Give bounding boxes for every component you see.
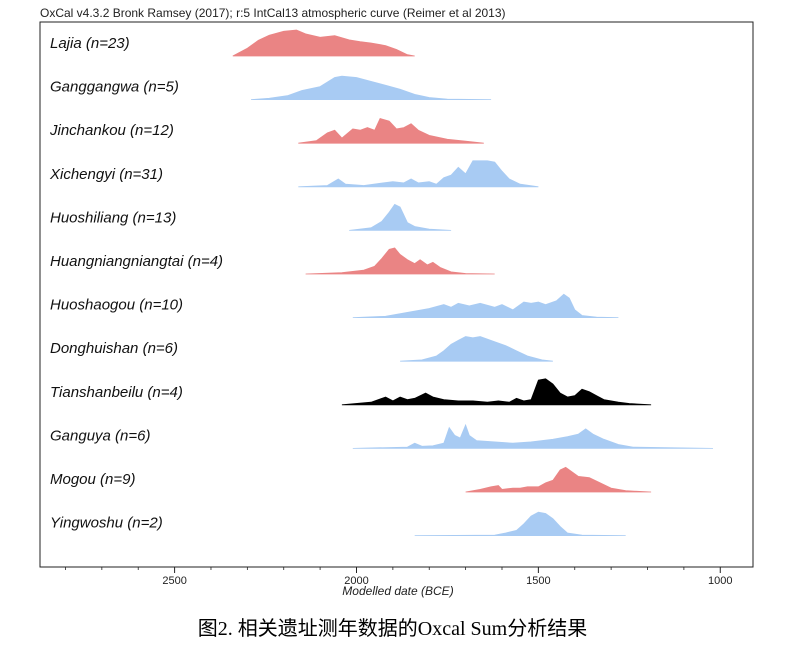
density-area-6: [305, 247, 495, 275]
density-area-1: [232, 29, 415, 57]
series-label: Tianshanbeilu (n=4): [50, 384, 183, 401]
density-area-8: [400, 336, 553, 362]
series-label: Ganggangwa (n=5): [50, 79, 179, 96]
series-label: Xichengyi (n=31): [49, 166, 163, 183]
density-area-7: [352, 293, 619, 318]
series-label: Donghuishan (n=6): [50, 340, 178, 357]
x-tick-label: 1000: [708, 575, 732, 587]
figure-caption: 图2. 相关遗址测年数据的Oxcal Sum分析结果: [197, 618, 588, 640]
series-label: Ganguya (n=6): [50, 427, 150, 444]
series-areas: [232, 29, 714, 536]
density-area-2: [250, 75, 492, 100]
density-area-4: [298, 160, 539, 188]
x-axis: 2500 2000 1500 1000: [65, 567, 733, 587]
x-axis-title: Modelled date (BCE): [342, 584, 453, 598]
x-tick-label: 2500: [162, 575, 186, 587]
header-text: OxCal v4.3.2 Bronk Ramsey (2017); r:5 In…: [40, 6, 506, 20]
series-label: Huangniangniangtai (n=4): [50, 253, 223, 270]
x-tick-label: 2000: [344, 575, 368, 587]
density-area-5: [349, 203, 452, 231]
x-tick-label: 1500: [526, 575, 550, 587]
series-label: Yingwoshu (n=2): [50, 515, 163, 532]
series-label: Huoshaogou (n=10): [50, 297, 183, 314]
density-area-12: [414, 511, 626, 536]
series-label: Jinchankou (n=12): [49, 122, 174, 139]
density-area-10: [352, 423, 714, 449]
series-label: Mogou (n=9): [50, 471, 135, 488]
series-label: Lajia (n=23): [50, 35, 130, 52]
series-labels: Lajia (n=23) Ganggangwa (n=5) Jinchankou (…: [49, 35, 223, 532]
plot-frame: [39, 21, 754, 568]
density-area-9: [341, 378, 652, 406]
density-area-11: [465, 466, 652, 493]
series-label: Huoshiliang (n=13): [50, 209, 176, 226]
density-area-3: [298, 118, 484, 144]
